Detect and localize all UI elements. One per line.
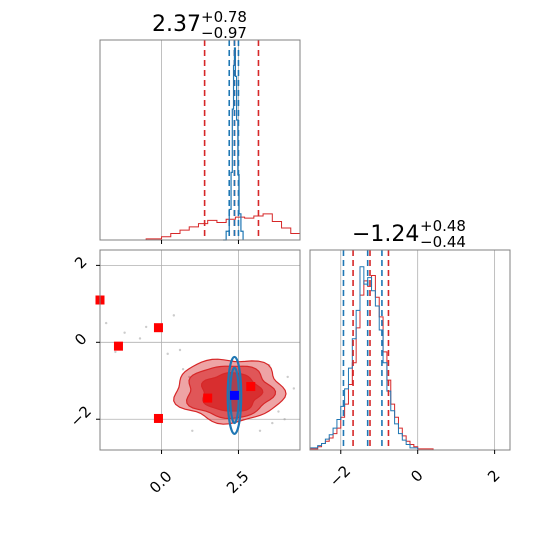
y-tick-label: −2 — [67, 402, 95, 430]
scatter-point — [172, 314, 176, 317]
scatter-point — [144, 325, 148, 329]
title-p2-sub: −0.44 — [420, 233, 466, 251]
scatter-point — [271, 421, 274, 425]
scatter-point — [258, 429, 262, 432]
panel-joint-density: 2 0 −2 0.0 2.5 — [67, 249, 301, 497]
scatter-point — [114, 350, 117, 354]
scatter-point — [104, 321, 108, 325]
blue-square-marker — [229, 390, 239, 400]
scatter-point — [178, 348, 182, 352]
axes-frame — [99, 39, 301, 241]
red-square-marker — [113, 341, 123, 351]
scatter-point — [138, 337, 142, 340]
scatter-point — [123, 331, 126, 334]
y-tick-label: 2 — [71, 253, 90, 272]
title-p1-sub: −0.97 — [201, 24, 247, 42]
histogram-blue-p1 — [223, 47, 244, 241]
x-tick-label: 0 — [407, 466, 426, 485]
title-p2-value: −1.24 — [352, 222, 419, 247]
scatter-point — [286, 375, 289, 379]
scatter-point — [292, 387, 296, 390]
histogram-blue-p2 — [309, 266, 419, 450]
red-square-marker — [153, 323, 163, 333]
x-tick-label: 2.5 — [223, 467, 253, 497]
scatter-point — [283, 418, 286, 421]
x-tick-label: −2 — [326, 462, 354, 490]
title-p1: 2.37 +0.78 −0.97 — [152, 8, 247, 42]
red-square-marker — [246, 382, 256, 392]
scatter-point — [277, 410, 280, 413]
x-tick-label: 0.0 — [146, 467, 176, 497]
scatter-point — [166, 352, 169, 356]
title-p2: −1.24 +0.48 −0.44 — [352, 217, 466, 251]
title-p1-sup: +0.78 — [201, 8, 247, 26]
red-square-marker — [153, 413, 163, 423]
title-p2-sup: +0.48 — [420, 217, 466, 235]
panel-p1-histogram — [99, 39, 301, 244]
histogram-red-p1 — [100, 213, 301, 241]
blue-contour — [226, 355, 243, 435]
axes-frame — [309, 249, 511, 451]
title-p1-value: 2.37 — [152, 12, 201, 37]
histogram-red-p2 — [309, 274, 434, 450]
y-tick-label: 0 — [71, 330, 90, 349]
axes-frame — [99, 249, 301, 451]
scatter-point — [181, 368, 185, 371]
scatter-point — [191, 429, 194, 432]
x-tick-label: 2 — [484, 466, 503, 485]
red-square-marker — [203, 393, 213, 403]
panel-p2-histogram: −2 0 2 — [309, 249, 511, 490]
